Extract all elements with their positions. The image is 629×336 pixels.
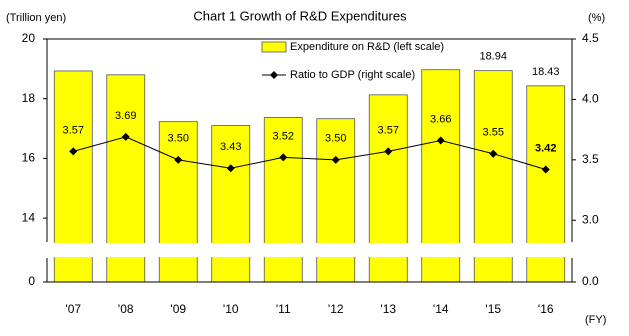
x-axis-label: (FY) <box>585 314 606 326</box>
y2-tick-label: 3.5 <box>582 152 599 166</box>
x-tick-label: '16 <box>538 302 554 316</box>
y2-axis-label: (%) <box>588 12 605 24</box>
y2-tick-label: 4.0 <box>582 92 599 106</box>
y2-tick-label: 4.5 <box>582 31 599 45</box>
line-marker <box>174 155 183 164</box>
x-tick-label: '14 <box>433 302 449 316</box>
x-tick-label: '15 <box>485 302 501 316</box>
y2-tick-label: 3.0 <box>582 212 599 226</box>
line-marker <box>279 153 288 162</box>
y-axis-label: (Trillion yen) <box>6 12 66 24</box>
line-marker <box>541 165 550 174</box>
x-tick-label: '12 <box>328 302 344 316</box>
line-marker <box>331 155 340 164</box>
line-marker <box>436 136 445 145</box>
legend-swatch <box>270 71 278 79</box>
y2-tick-label: 0.0 <box>582 274 599 288</box>
axis-break <box>41 243 578 257</box>
bar-value-label: 18.94 <box>479 51 507 63</box>
chart-title: Chart 1 Growth of R&D Expenditures <box>193 8 407 23</box>
line-marker <box>121 132 130 141</box>
line-value-label: 3.50 <box>325 133 346 145</box>
legend-swatch <box>261 41 287 53</box>
y-tick-label: 20 <box>22 31 36 45</box>
x-tick-label: '07 <box>65 302 81 316</box>
line-value-label: 3.69 <box>115 110 136 122</box>
legend-label: Expenditure on R&D (left scale) <box>290 41 444 53</box>
line-marker <box>384 147 393 156</box>
line-value-label: 3.55 <box>483 127 504 139</box>
line-value-label: 3.52 <box>273 130 294 142</box>
line-value-label: 3.57 <box>378 124 399 136</box>
line-value-label: 3.42 <box>535 142 556 154</box>
line-value-label: 3.50 <box>168 133 189 145</box>
x-tick-label: '10 <box>223 302 239 316</box>
line-value-label: 3.43 <box>220 141 241 153</box>
line-value-label: 3.66 <box>430 113 451 125</box>
line-marker <box>69 147 78 156</box>
bar <box>158 121 198 283</box>
line-marker <box>489 149 498 158</box>
x-tick-label: '08 <box>118 302 134 316</box>
y-tick-label: 14 <box>22 210 36 224</box>
line-value-label: 3.57 <box>63 124 84 136</box>
x-tick-label: '13 <box>380 302 396 316</box>
y-tick-label: 0 <box>28 274 35 288</box>
y-tick-label: 18 <box>22 91 36 105</box>
bar-value-label: 18.43 <box>532 66 560 78</box>
legend-label: Ratio to GDP (right scale) <box>290 69 415 81</box>
y-tick-label: 16 <box>22 151 36 165</box>
x-tick-label: '09 <box>170 302 186 316</box>
line-marker <box>226 164 235 173</box>
x-tick-label: '11 <box>276 302 291 316</box>
line <box>73 136 546 170</box>
